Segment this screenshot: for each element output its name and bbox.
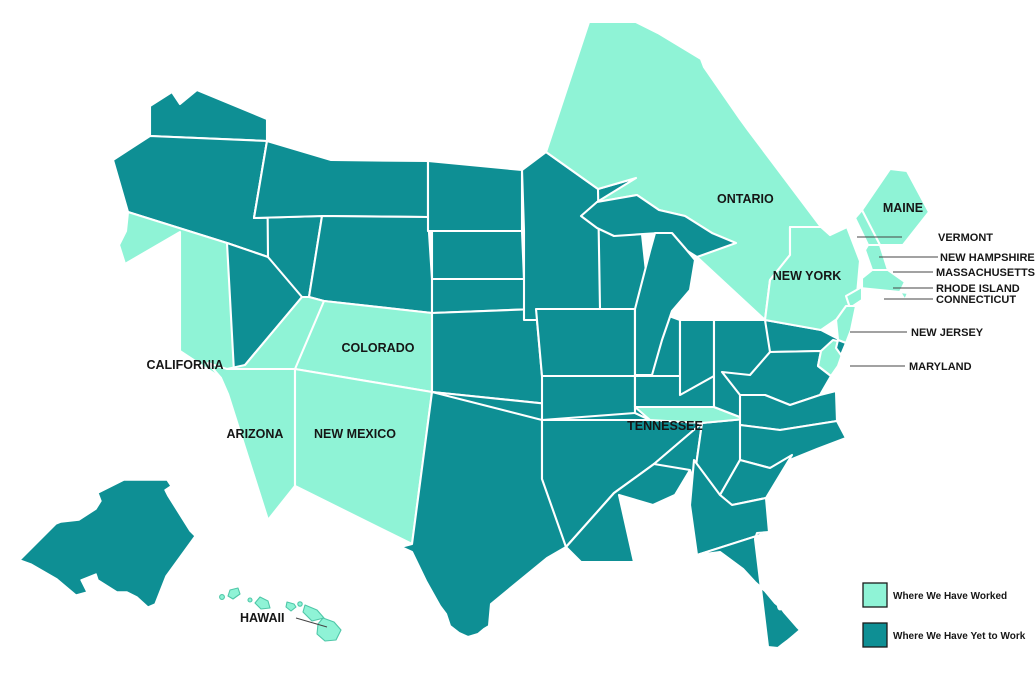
- svg-text:Where We Have Worked: Where We Have Worked: [893, 591, 1007, 602]
- svg-text:VERMONT: VERMONT: [938, 232, 993, 244]
- svg-text:MARYLAND: MARYLAND: [909, 361, 972, 373]
- svg-text:CONNECTICUT: CONNECTICUT: [936, 294, 1016, 306]
- svg-text:TENNESSEE: TENNESSEE: [627, 419, 703, 433]
- svg-text:NEW HAMPSHIRE: NEW HAMPSHIRE: [940, 252, 1035, 264]
- svg-text:HAWAII: HAWAII: [240, 611, 284, 625]
- svg-text:MASSACHUSETTS: MASSACHUSETTS: [936, 267, 1035, 279]
- svg-text:MAINE: MAINE: [883, 201, 923, 215]
- svg-text:ARIZONA: ARIZONA: [227, 427, 284, 441]
- svg-text:NEW YORK: NEW YORK: [773, 269, 842, 283]
- svg-text:NEW JERSEY: NEW JERSEY: [911, 327, 984, 339]
- svg-text:CALIFORNIA: CALIFORNIA: [146, 358, 223, 372]
- svg-text:ONTARIO: ONTARIO: [717, 192, 774, 206]
- svg-text:COLORADO: COLORADO: [342, 341, 415, 355]
- svg-text:NEW MEXICO: NEW MEXICO: [314, 427, 396, 441]
- svg-text:Where We Have Yet to Work: Where We Have Yet to Work: [893, 631, 1026, 642]
